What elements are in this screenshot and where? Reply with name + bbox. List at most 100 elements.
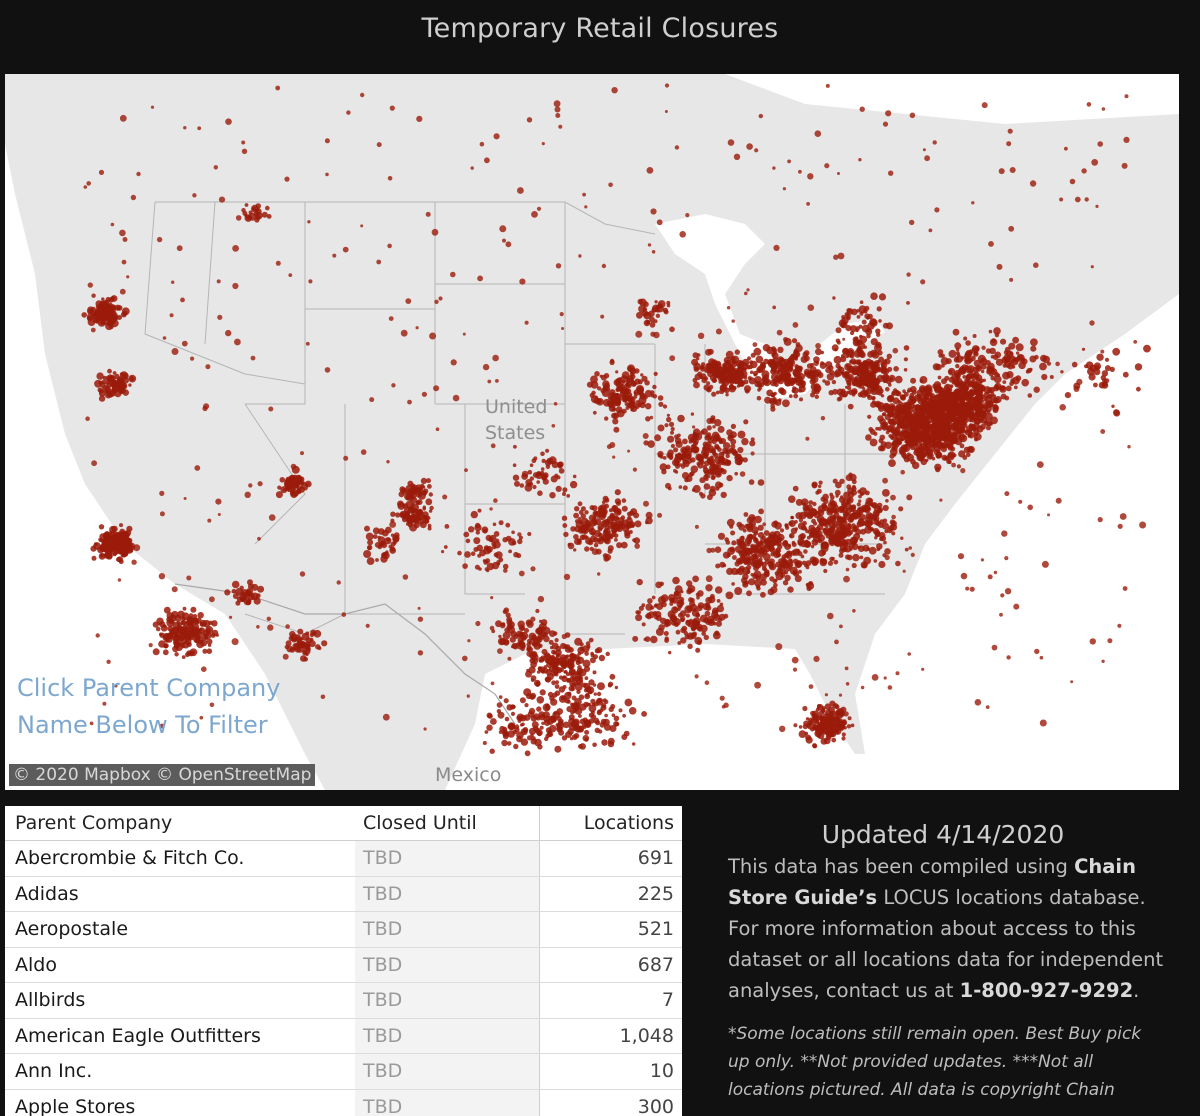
store-location-dot: [389, 521, 397, 528]
store-location-dot: [700, 364, 705, 370]
store-location-dot: [842, 337, 846, 341]
store-location-dot: [562, 523, 568, 528]
store-location-dot: [936, 414, 941, 419]
store-location-dot: [630, 380, 637, 387]
store-location-dot: [961, 406, 968, 414]
store-location-dot: [512, 463, 517, 468]
store-location-dot: [729, 524, 734, 529]
store-location-dot: [711, 431, 720, 440]
store-location-dot: [369, 397, 375, 403]
store-location-dot: [519, 697, 526, 704]
store-location-dot: [800, 355, 808, 363]
store-location-dot: [792, 485, 799, 492]
store-location-dot: [1073, 386, 1080, 392]
store-location-dot: [893, 366, 899, 372]
store-location-dot: [1076, 378, 1083, 385]
store-location-dot: [475, 530, 480, 535]
store-location-dot: [538, 472, 543, 476]
store-location-dot: [255, 593, 261, 599]
store-location-dot: [782, 580, 789, 586]
store-location-dot: [618, 377, 622, 381]
store-location-dot: [622, 713, 626, 718]
store-location-dot: [91, 460, 97, 467]
store-location-dot: [541, 473, 548, 481]
store-location-dot: [555, 263, 562, 269]
store-location-dot: [543, 635, 550, 643]
store-location-dot: [869, 438, 878, 447]
store-location-dot: [183, 126, 187, 130]
store-location-dot: [565, 672, 570, 677]
store-location-dot: [1012, 336, 1019, 344]
store-location-dot: [756, 563, 762, 569]
store-location-dot: [1070, 680, 1074, 684]
store-location-dot: [771, 352, 776, 357]
store-location-dot: [847, 386, 852, 391]
store-location-dot: [478, 567, 482, 571]
store-location-dot: [405, 500, 413, 509]
store-location-dot: [974, 417, 982, 425]
store-location-dot: [550, 698, 558, 706]
store-location-dot: [689, 471, 695, 476]
store-location-dot: [300, 451, 304, 456]
store-location-dot: [859, 514, 866, 521]
store-location-dot: [162, 624, 167, 628]
store-location-dot: [1030, 338, 1038, 347]
store-location-dot: [1096, 353, 1104, 361]
store-location-dot: [486, 545, 493, 553]
closures-map[interactable]: United States Click Parent Company Name …: [5, 74, 1179, 790]
store-location-dot: [202, 629, 210, 637]
store-location-dot: [613, 715, 620, 722]
store-location-dot: [517, 637, 524, 644]
store-location-dot: [871, 396, 876, 401]
store-location-dot: [703, 634, 709, 641]
store-location-dot: [683, 630, 688, 636]
store-location-dot: [772, 397, 777, 402]
store-location-dot: [405, 298, 412, 304]
store-location-dot: [992, 394, 997, 399]
store-location-dot: [919, 422, 924, 427]
store-location-dot: [637, 298, 644, 305]
store-location-dot: [967, 434, 971, 438]
store-location-dot: [416, 491, 422, 498]
store-location-dot: [376, 142, 382, 148]
store-location-dot: [933, 394, 941, 402]
store-location-dot: [744, 537, 753, 545]
store-location-dot: [1095, 204, 1099, 208]
store-location-dot: [98, 537, 103, 542]
store-location-dot: [507, 656, 512, 661]
store-location-dot: [724, 361, 730, 368]
store-location-dot: [536, 480, 540, 484]
store-location-dot: [598, 532, 602, 536]
store-location-dot: [840, 495, 844, 499]
store-location-dot: [570, 526, 576, 532]
store-location-dot: [985, 348, 992, 354]
store-location-dot: [119, 288, 126, 295]
store-location-dot: [636, 578, 643, 586]
store-location-dot: [662, 456, 667, 460]
store-location-dot: [689, 618, 693, 623]
store-location-dot: [342, 246, 349, 253]
store-location-dot: [321, 640, 328, 647]
store-location-dot: [528, 707, 536, 715]
store-location-dot: [526, 620, 534, 628]
store-location-dot: [777, 376, 785, 385]
store-location-dot: [829, 498, 835, 504]
store-location-dot: [1000, 338, 1007, 345]
store-location-dot: [305, 341, 310, 346]
store-location-dot: [813, 521, 818, 526]
store-location-dot: [657, 395, 664, 401]
store-location-dot: [411, 502, 415, 507]
store-location-dot: [880, 535, 887, 542]
store-location-dot: [705, 584, 713, 592]
store-location-dot: [507, 722, 516, 730]
store-location-dot: [841, 736, 846, 741]
store-location-dot: [1033, 386, 1040, 393]
store-location-dot: [730, 356, 736, 362]
store-location-dot: [1104, 357, 1110, 362]
store-location-dot: [820, 719, 826, 724]
store-location-dot: [737, 539, 745, 546]
store-location-dot: [609, 514, 617, 522]
store-location-dot: [1026, 367, 1032, 374]
store-location-dot: [155, 626, 161, 632]
store-location-dot: [734, 587, 743, 595]
